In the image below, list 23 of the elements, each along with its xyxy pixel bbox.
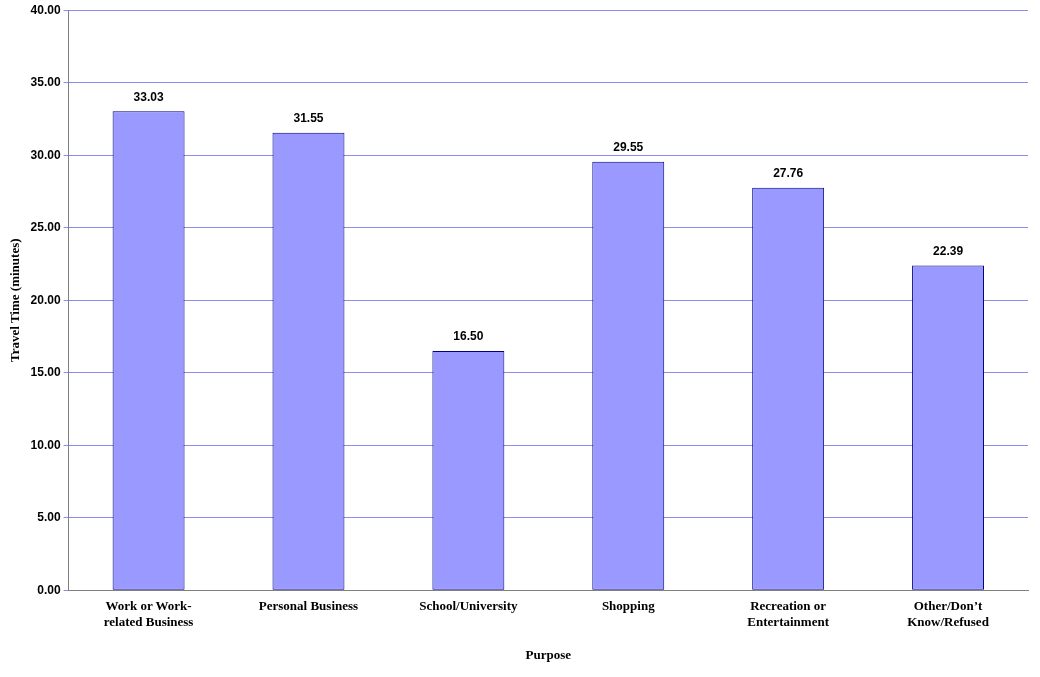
x-tick-label: Recreation or Entertainment <box>747 598 830 629</box>
x-tick-label: Work or Work-related Business <box>103 598 194 629</box>
y-tick-label: 10.00 <box>30 437 61 452</box>
y-axis-title: Travel Time (minutes) <box>7 238 23 362</box>
data-label: 16.50 <box>453 329 484 344</box>
data-label: 31.55 <box>293 111 324 126</box>
x-tick-label: Other/Don’t Know/Refused <box>907 598 990 629</box>
y-tick-label: 20.00 <box>30 292 61 307</box>
data-label: 29.55 <box>613 140 644 155</box>
y-tick-label: 15.00 <box>30 365 61 380</box>
y-tick-label: 30.00 <box>30 147 61 162</box>
y-tick-label: 40.00 <box>30 2 61 17</box>
data-label: 27.76 <box>773 165 804 180</box>
y-tick-label: 0.00 <box>37 582 61 597</box>
y-tick-label: 25.00 <box>30 220 61 235</box>
y-tick-label: 5.00 <box>37 510 61 525</box>
x-tick-label: Shopping <box>601 598 656 614</box>
x-axis-title: Purpose <box>525 646 572 662</box>
y-tick-label: 35.00 <box>30 75 61 90</box>
data-label: 33.03 <box>133 89 164 104</box>
x-tick-label: School/University <box>419 598 518 614</box>
data-label: 22.39 <box>933 243 964 258</box>
x-tick-label: Personal Business <box>258 598 359 614</box>
